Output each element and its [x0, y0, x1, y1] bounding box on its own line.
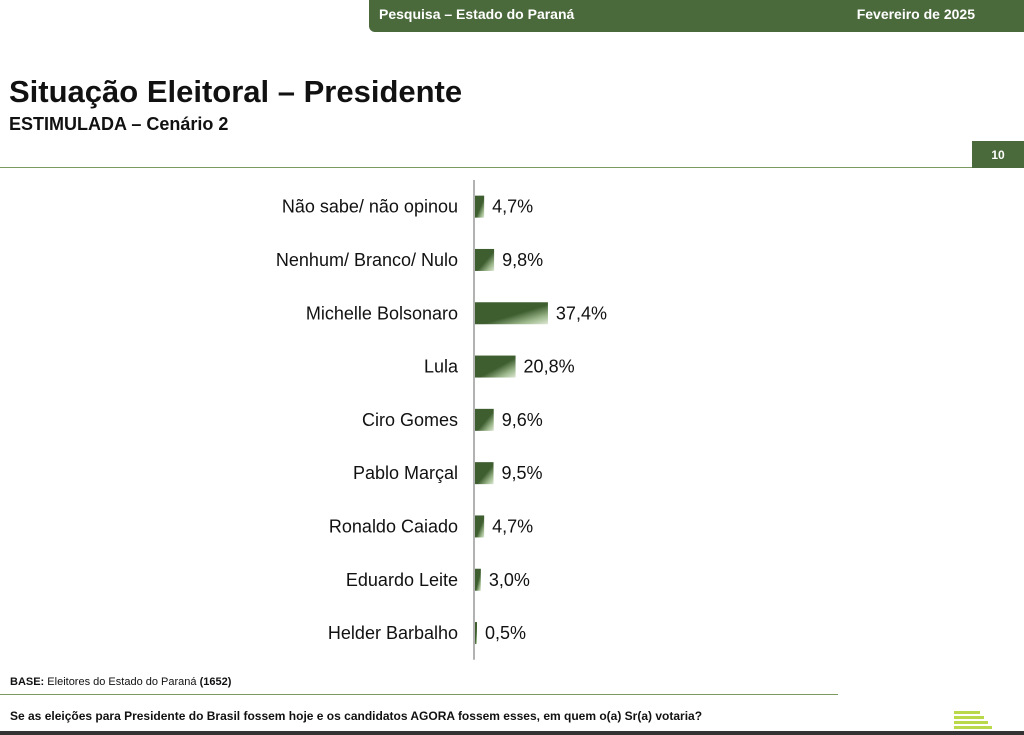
category-label: Lula	[424, 357, 459, 377]
bar	[475, 568, 481, 591]
category-label: Helder Barbalho	[328, 623, 458, 643]
category-label: Ronaldo Caiado	[329, 516, 458, 536]
survey-question: Se as eleições para Presidente do Brasil…	[10, 709, 703, 723]
bar	[475, 515, 485, 538]
base-text: Eleitores do Estado do Paraná	[44, 676, 200, 688]
value-label: 9,6%	[502, 410, 543, 430]
category-label: Não sabe/ não opinou	[282, 197, 458, 217]
category-label: Michelle Bolsonaro	[306, 303, 458, 323]
bar	[475, 355, 516, 378]
date-label: Fevereiro de 2025	[856, 6, 975, 22]
value-label: 4,7%	[492, 516, 533, 536]
footer-divider	[0, 694, 838, 695]
value-label: 3,0%	[489, 570, 530, 590]
base-note: BASE: Eleitores do Estado do Paraná (165…	[10, 676, 231, 688]
value-label: 4,7%	[492, 197, 533, 217]
category-label: Ciro Gomes	[362, 410, 458, 430]
survey-label: Pesquisa – Estado do Paraná	[379, 6, 575, 22]
bar	[475, 302, 548, 325]
page-number-badge: 10	[972, 141, 1024, 168]
bar	[475, 248, 495, 271]
bar	[475, 462, 494, 485]
page-subtitle: ESTIMULADA – Cenário 2	[9, 114, 229, 134]
base-count: (1652)	[199, 676, 232, 688]
value-label: 0,5%	[485, 623, 526, 643]
header-bar: Pesquisa – Estado do Paraná Fevereiro de…	[369, 0, 1024, 32]
base-prefix: BASE:	[10, 676, 45, 688]
bar	[475, 622, 477, 645]
value-label: 9,8%	[502, 250, 543, 270]
page-title: Situação Eleitoral – Presidente	[9, 74, 463, 109]
window-bottom-edge	[0, 731, 1024, 735]
value-label: 20,8%	[524, 357, 575, 377]
category-label: Nenhum/ Branco/ Nulo	[276, 250, 458, 270]
value-label: 37,4%	[556, 303, 607, 323]
striped-logo-icon	[954, 711, 992, 729]
category-label: Pablo Marçal	[353, 463, 458, 483]
value-label: 9,5%	[502, 463, 543, 483]
bar	[475, 408, 494, 431]
category-label: Eduardo Leite	[346, 570, 458, 590]
bar	[475, 195, 485, 218]
header-divider	[0, 167, 972, 168]
